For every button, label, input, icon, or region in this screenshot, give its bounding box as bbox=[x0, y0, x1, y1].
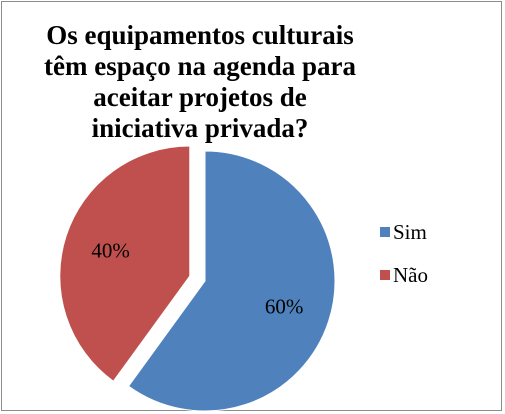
legend-item-sim: Sim bbox=[380, 220, 428, 244]
pie-slice-sim bbox=[127, 150, 336, 412]
data-label-sim: 60% bbox=[265, 295, 304, 319]
chart-title: Os equipamentos culturais têm espaço na … bbox=[44, 20, 356, 143]
legend-item-nao: Não bbox=[380, 263, 428, 287]
data-label-no: 40% bbox=[91, 238, 130, 262]
legend-swatch-nao bbox=[380, 270, 390, 280]
legend: Sim Não bbox=[380, 220, 428, 306]
legend-swatch-sim bbox=[380, 227, 390, 237]
legend-label-nao: Não bbox=[393, 262, 428, 287]
pie-slice-no bbox=[59, 145, 191, 382]
legend-label-sim: Sim bbox=[393, 219, 427, 244]
